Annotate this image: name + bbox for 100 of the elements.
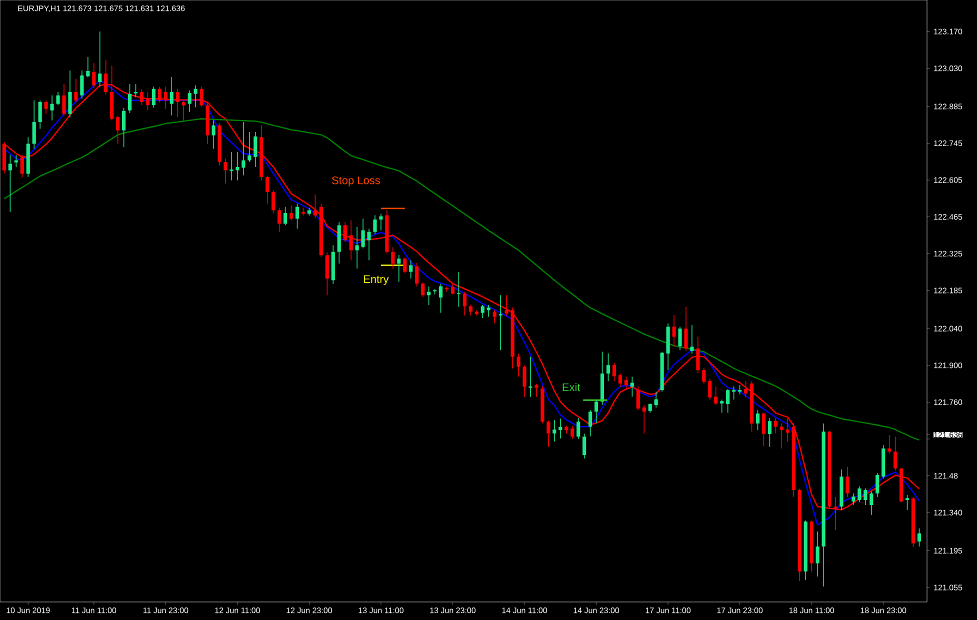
candlestick [732,386,736,400]
candlestick [690,324,694,354]
candlestick [122,107,126,148]
candlestick [236,152,240,181]
candlestick [415,262,419,287]
candlestick [140,88,144,106]
candlestick [289,204,294,221]
candlestick [230,152,234,181]
y-tick-label: 122.745 [934,140,962,146]
candlestick [254,132,258,168]
candlestick [50,95,54,121]
candlestick [14,154,18,168]
candlestick [116,115,120,144]
candlestick [816,531,820,577]
candlestick [756,410,760,430]
y-tick-label: 121.195 [934,548,962,554]
candlestick [636,386,640,410]
candlestick [486,304,490,318]
x-tick-label: 13 Jun 11:00 [358,608,404,614]
x-tick-label: 12 Jun 11:00 [215,608,260,614]
x-tick-label: 11 Jun 11:00 [72,608,116,614]
candlestick [212,120,216,150]
candlestick [8,154,12,212]
candlestick [182,100,186,121]
candlestick [498,294,502,351]
candlestick [888,434,892,454]
candlestick [858,486,862,502]
candlestick [403,257,407,274]
candlestick [606,352,610,382]
candlestick [846,466,850,498]
y-tick-label: 121.760 [934,399,962,406]
y-tick-label: 121.340 [934,510,962,516]
candlestick [624,376,628,390]
candlestick [786,418,790,442]
candlestick [373,214,377,234]
candlestick [188,90,192,112]
text: EURJPY,H1 121.673 121.675 121.631 121.636 [18,6,185,12]
candlestick [480,304,484,318]
candlestick [397,254,401,282]
y-tick-label: 122.040 [934,326,962,332]
candlestick [612,362,616,382]
candlestick [158,86,162,103]
candlestick [738,384,742,395]
series-label: Entry [364,275,389,286]
candlestick [726,388,730,414]
candlestick [894,436,898,471]
candlestick [224,158,228,184]
candlestick [870,491,874,516]
x-tick-label: 14 Jun 11:00 [502,608,548,614]
candlestick [876,472,880,498]
candlestick [648,403,652,414]
candlestick [391,246,395,270]
candlestick [642,404,646,434]
candlestick [905,494,910,510]
candlestick [438,284,443,314]
x-tick-label: 13 Jun 23:00 [430,608,476,614]
x-tick-label: 14 Jun 23:00 [574,608,620,614]
candlestick [20,154,24,178]
y-tick-label: 123.030 [934,66,962,72]
candlestick [355,226,359,270]
candlestick [313,194,317,219]
candlestick [164,86,168,110]
candlestick [278,207,282,232]
candlestick [708,378,712,400]
candlestick [588,410,592,437]
candlestick [128,84,132,114]
candlestick [361,218,365,249]
x-tick-label: 18 Jun 23:00 [860,608,906,614]
candlestick [283,206,288,226]
candlestick [654,391,658,408]
candlestick [248,132,252,162]
x-tick-label: 11 Jun 23:00 [143,608,188,614]
candlestick [618,372,622,388]
y-tick-label: 122.325 [934,250,962,256]
candlestick [774,418,778,434]
text: Stop Loss [332,176,380,186]
candlestick [68,70,72,118]
y-tick-label: 122.885 [934,104,962,110]
y-tick-label: 121.636 [934,432,962,438]
candlestick [852,493,856,506]
candlestick [295,203,300,230]
candlestick [98,31,102,88]
candlestick [170,76,174,116]
candlestick [672,314,676,348]
candlestick [367,228,371,261]
candlestick [570,425,574,440]
candlestick [62,83,66,116]
y-tick-label: 122.605 [934,177,962,183]
candlestick [379,213,383,231]
candlestick [200,86,204,107]
candlestick [534,383,538,398]
y-tick-label: 122.465 [934,214,962,220]
candlestick [152,86,156,108]
candlestick [409,260,413,280]
candlestick [242,122,246,176]
annotation: Exit [562,383,580,392]
candlestick [630,376,634,398]
candlestick [134,84,138,98]
candlestick [696,336,700,374]
y-tick-label: 121.48 [934,472,958,479]
